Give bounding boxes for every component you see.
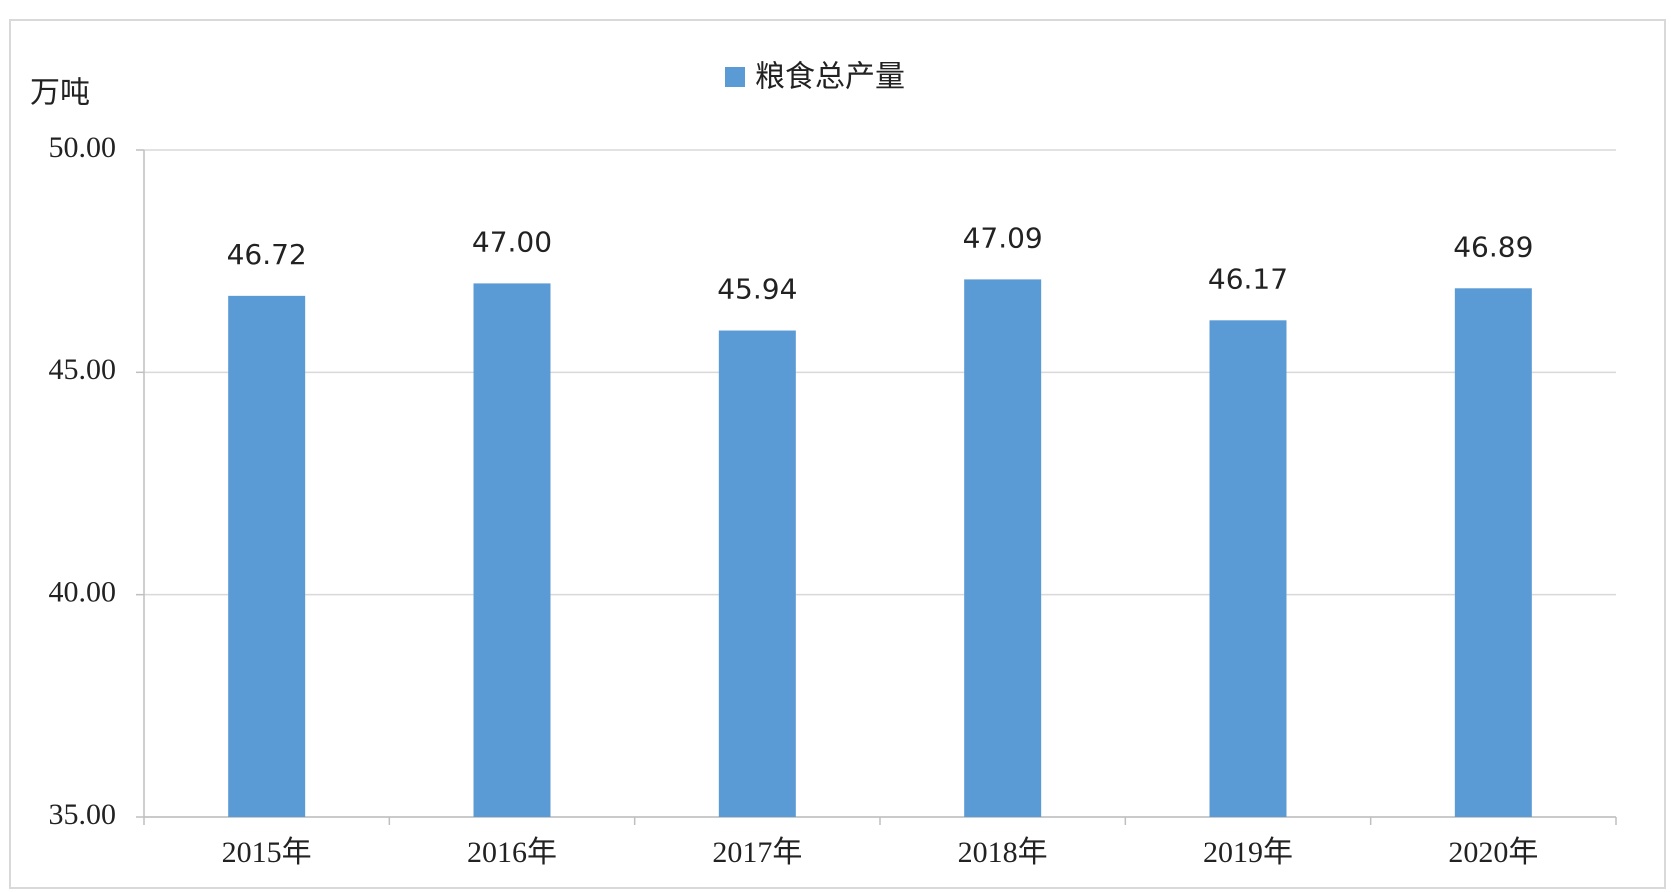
x-tick-label: 2019年 [1203,836,1293,869]
bar [1454,288,1532,817]
legend-label: 粮食总产量 [755,60,905,95]
bar [718,330,796,817]
x-tick-label: 2018年 [958,836,1048,869]
data-label: 46.72 [227,238,307,271]
y-tick-label: 40.00 [49,576,117,609]
x-tick-label: 2015年 [222,836,312,869]
x-tick-label: 2017年 [712,836,802,869]
bar [964,279,1042,817]
y-tick-label: 50.00 [49,131,117,164]
y-axis-title: 万吨 [30,76,90,111]
data-label: 47.09 [963,221,1043,254]
bar [228,295,306,817]
data-label: 46.17 [1208,262,1288,295]
legend: 粮食总产量 [725,60,905,95]
legend-swatch [725,67,745,87]
y-tick-label: 35.00 [49,798,117,831]
data-label: 47.00 [472,225,552,258]
data-label: 46.89 [1453,230,1533,263]
y-tick-label: 45.00 [49,353,117,386]
data-label: 45.94 [717,273,797,306]
bar [1209,320,1287,817]
x-tick-label: 2020年 [1448,836,1538,869]
x-tick-label: 2016年 [467,836,557,869]
bar [473,283,551,817]
